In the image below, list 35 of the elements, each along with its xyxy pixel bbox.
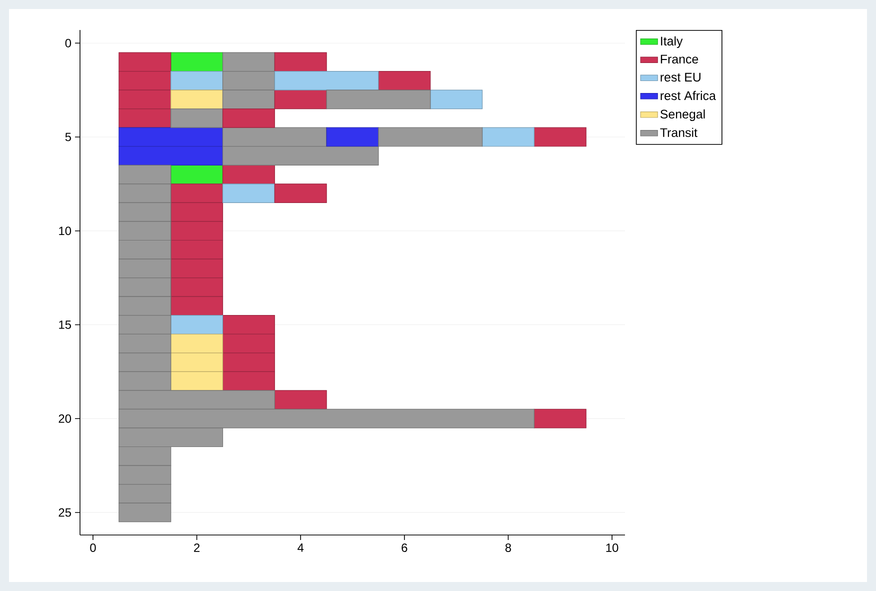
- bar: [170, 164, 224, 184]
- y-tick-label: 5: [65, 132, 71, 142]
- bar: [222, 184, 275, 203]
- bar: [378, 70, 431, 90]
- x-tick-label: 8: [505, 543, 512, 552]
- y-tick-label: 0: [65, 38, 72, 48]
- bar: [170, 70, 224, 90]
- bar: [430, 90, 483, 110]
- legend-label: France: [660, 54, 698, 64]
- bar: [170, 90, 224, 110]
- y-tick-label: 25: [58, 508, 71, 517]
- bar: [274, 390, 327, 410]
- y-tick-label: 15: [59, 320, 71, 329]
- bar: [534, 408, 586, 428]
- x-tick-label: 0: [90, 543, 96, 552]
- y-tick-label: 10: [59, 226, 72, 236]
- bar: [170, 52, 224, 72]
- x-tick-label: 4: [298, 544, 304, 552]
- bar: [482, 127, 534, 147]
- legend-label: rest EU: [660, 72, 700, 82]
- legend-label: rest Africa: [660, 90, 716, 100]
- bar: [274, 70, 379, 90]
- legend-label: Senegal: [660, 109, 705, 122]
- bar: [274, 52, 327, 72]
- y-tick-label: 20: [58, 414, 72, 423]
- bar: [326, 90, 431, 110]
- legend-label: Italy: [661, 36, 683, 48]
- x-tick-label: 10: [606, 543, 618, 552]
- bar: [534, 127, 586, 147]
- x-tick-label: 6: [402, 543, 408, 552]
- bar: [170, 108, 224, 128]
- bar: [170, 315, 224, 334]
- bar: [326, 127, 379, 147]
- x-tick-label: 2: [194, 543, 200, 552]
- legend-label: Transit: [660, 128, 698, 138]
